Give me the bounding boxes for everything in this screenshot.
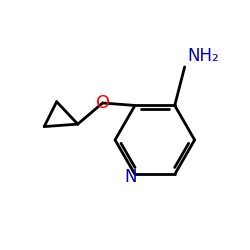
Text: O: O [96, 94, 110, 112]
Text: N: N [124, 168, 137, 186]
Text: NH₂: NH₂ [187, 47, 219, 65]
